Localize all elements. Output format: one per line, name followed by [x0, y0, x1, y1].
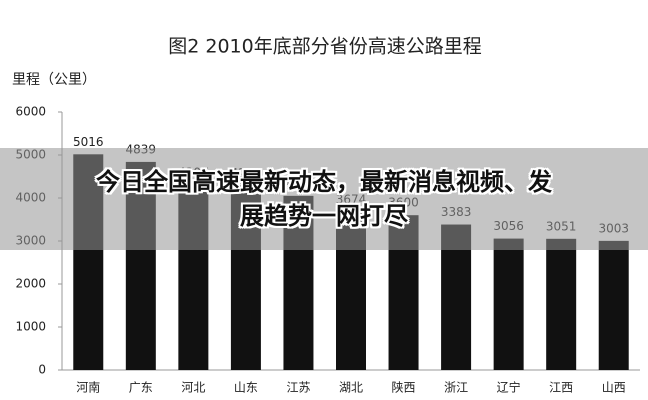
banner-line: 今日全国高速最新动态，最新消息视频、发 — [96, 168, 552, 196]
x-tick-label: 山东 — [234, 381, 258, 395]
banner: 今日全国高速最新动态，最新消息视频、发 展趋势一网打尽 — [0, 148, 648, 250]
y-tick-label: 0 — [38, 363, 46, 377]
x-tick-label: 广东 — [129, 381, 153, 395]
chart-title: 图2 2010年底部分省份高速公路里程 — [168, 36, 481, 58]
y-tick-label: 2000 — [15, 277, 46, 291]
y-axis-label: 里程（公里） — [12, 72, 96, 88]
y-tick-label: 1000 — [15, 320, 46, 334]
bar — [598, 240, 629, 370]
x-tick-label: 辽宁 — [497, 380, 521, 395]
x-tick-label: 江西 — [549, 381, 573, 395]
x-tick-label: 河北 — [181, 381, 205, 395]
data-label: 5016 — [73, 135, 104, 149]
x-tick-label: 浙江 — [444, 381, 468, 395]
y-tick-label: 6000 — [15, 105, 46, 119]
bar — [493, 238, 524, 370]
x-tick-label: 山西 — [602, 381, 626, 395]
x-tick-label: 江苏 — [286, 381, 310, 395]
x-tick-label: 陕西 — [392, 380, 416, 395]
bar — [546, 238, 577, 370]
x-tick-label: 湖北 — [339, 380, 363, 395]
banner-line: 展趋势一网打尽 — [240, 202, 408, 230]
x-tick-label: 河南 — [76, 380, 100, 395]
